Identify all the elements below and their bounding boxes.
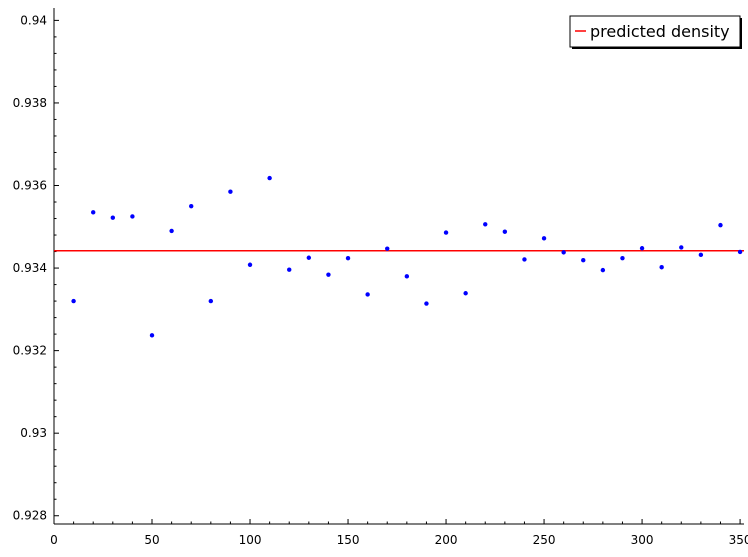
data-point [247, 262, 253, 267]
axes [53, 8, 744, 525]
data-point [91, 210, 96, 215]
data-point [424, 301, 429, 306]
y-tick-label: 0.932 [13, 344, 47, 358]
data-point [306, 255, 312, 260]
data-point [639, 246, 645, 251]
data-point [561, 250, 566, 255]
data-point [326, 272, 331, 277]
data-point [541, 236, 547, 241]
data-point [443, 230, 449, 235]
y-tick-label: 0.94 [20, 13, 47, 27]
x-tick-label: 300 [631, 533, 654, 547]
x-tick-label: 200 [435, 533, 458, 547]
data-point [483, 222, 488, 227]
legend-box [569, 15, 741, 48]
data-point [404, 274, 410, 279]
data-point [149, 333, 155, 338]
y-tick-label: 0.928 [13, 509, 47, 523]
data-point [698, 252, 704, 258]
y-tick-label: 0.938 [13, 96, 47, 110]
x-tick-label: 0 [50, 533, 58, 547]
data-point [600, 267, 606, 273]
y-tick-label: 0.934 [13, 261, 47, 275]
data-point [130, 214, 135, 219]
x-tick-label: 100 [239, 533, 262, 547]
data-point [208, 298, 214, 304]
data-point [737, 249, 743, 255]
data-point [189, 203, 194, 209]
x-tick-label: 150 [337, 533, 360, 547]
data-point [287, 267, 292, 272]
data-point [169, 228, 174, 234]
data-point [718, 222, 723, 228]
data-point [365, 292, 370, 297]
data-point [345, 255, 351, 261]
data-point [581, 258, 586, 263]
y-tick-label: 0.936 [13, 179, 47, 193]
x-tick-label: 50 [144, 533, 159, 547]
y-ticks: 0.928 0.93 0.932 0.934 0.936 0.938 0.94 [13, 13, 59, 523]
data-point [110, 215, 116, 220]
x-tick-label: 350 [729, 533, 748, 547]
data-points-layer [71, 175, 743, 338]
data-point [71, 298, 76, 304]
data-point [267, 175, 272, 181]
data-point [620, 255, 625, 261]
data-point [228, 189, 233, 194]
data-point [385, 246, 390, 251]
data-point [659, 265, 664, 270]
y-tick-label: 0.93 [20, 426, 47, 440]
data-point [522, 257, 527, 262]
legend-label: predicted density [590, 22, 730, 41]
data-point [679, 245, 684, 250]
data-point [463, 291, 468, 296]
legend: predicted density [569, 15, 742, 49]
x-ticks: 0 50 100 150 200 250 300 350 [50, 519, 748, 547]
x-tick-label: 250 [533, 533, 556, 547]
data-point [502, 229, 508, 234]
